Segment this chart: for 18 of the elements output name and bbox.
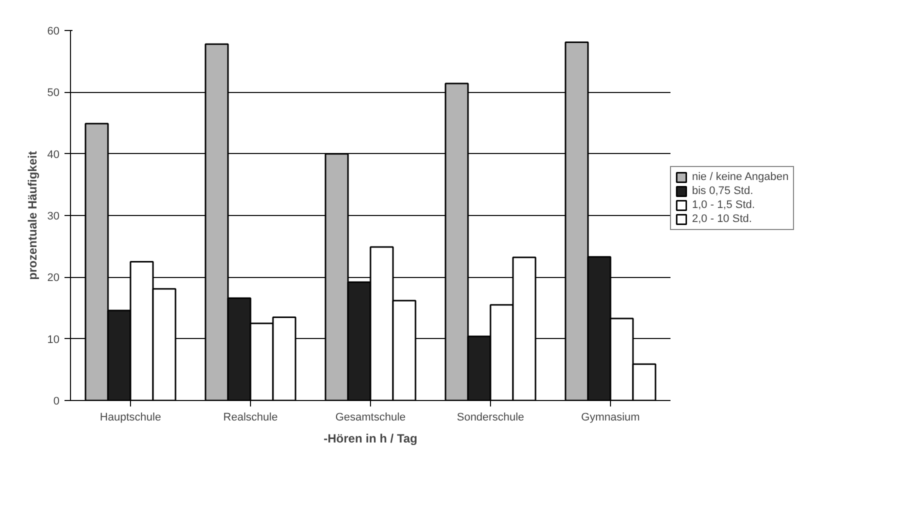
legend-label: 2,0 - 10 Std.	[692, 213, 752, 225]
y-tick-label: 30	[47, 210, 60, 222]
x-tick-label: Gymnasium	[581, 412, 640, 424]
legend-label: nie / keine Angaben	[692, 171, 789, 183]
x-tick-label: Hauptschule	[100, 412, 162, 424]
y-tick-label: 60	[47, 26, 60, 38]
y-tick-label: 50	[47, 87, 60, 100]
x-tick-label: Gesamtschule	[335, 412, 406, 424]
y-tick-label: 20	[47, 272, 60, 284]
y-tick-label: 0	[53, 396, 60, 408]
legend-label: 1,0 - 1,5 Std.	[692, 199, 755, 211]
legend-label: bis 0,75 Std.	[692, 185, 754, 197]
y-tick-label: 10	[47, 334, 60, 346]
y-axis-title: prozentuale Häufigkeit	[25, 151, 40, 280]
x-tick-label: Sonderschule	[456, 412, 524, 424]
x-tick-label: Realschule	[223, 412, 278, 424]
x-axis-title: -Hören in h / Tag	[324, 432, 418, 446]
y-tick-label: 40	[47, 148, 60, 161]
